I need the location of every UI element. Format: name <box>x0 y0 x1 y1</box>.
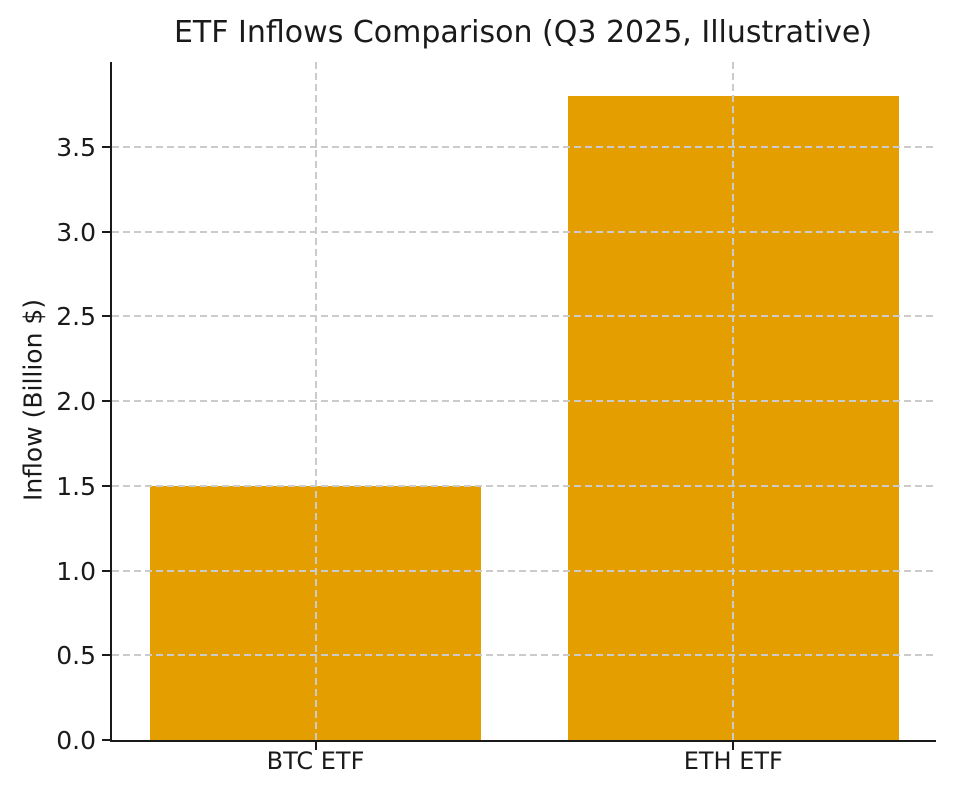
ytick-label-3.5: 3.5 <box>56 132 96 162</box>
gridline-x-eth-etf <box>732 62 735 740</box>
gridline-y-2.0 <box>112 400 936 402</box>
gridline-y-3.5 <box>112 145 936 148</box>
ytick-label-0.5: 0.5 <box>56 641 96 671</box>
ytick-mark-1.0 <box>102 569 110 572</box>
ytick-mark-0.0 <box>102 739 110 741</box>
ytick-label-3.0: 3.0 <box>56 217 96 247</box>
ytick-label-2.0: 2.0 <box>56 387 96 416</box>
ytick-mark-3.0 <box>102 230 110 233</box>
xtick-label-btc-etf: BTC ETF <box>266 747 365 775</box>
gridline-y-1.0 <box>112 569 936 572</box>
xtick-mark-btc-etf <box>314 742 317 750</box>
ytick-label-0.0: 0.0 <box>56 726 96 755</box>
ytick-mark-2.5 <box>102 315 110 318</box>
ytick-label-1.0: 1.0 <box>56 556 96 586</box>
gridline-y-3.0 <box>112 230 936 233</box>
ytick-label-2.5: 2.5 <box>56 302 96 332</box>
gridline-y-0.5 <box>112 654 936 657</box>
ytick-mark-1.5 <box>102 484 110 487</box>
xtick-mark-eth-etf <box>732 742 735 750</box>
ytick-mark-2.0 <box>102 400 110 402</box>
chart-title: ETF Inflows Comparison (Q3 2025, Illustr… <box>173 15 873 50</box>
xtick-label-eth-etf: ETH ETF <box>683 747 783 775</box>
ytick-label-1.5: 1.5 <box>56 471 96 501</box>
ytick-mark-0.5 <box>102 654 110 657</box>
gridline-x-btc-etf <box>314 62 317 740</box>
plot-area: 0.0 0.5 1.0 1.5 2.0 2.5 3.0 3.5 BTC ETF ETH ETF <box>56 62 936 774</box>
gridline-y-2.5 <box>112 315 936 318</box>
ytick-mark-3.5 <box>102 145 110 148</box>
gridline-y-1.5 <box>112 484 936 487</box>
